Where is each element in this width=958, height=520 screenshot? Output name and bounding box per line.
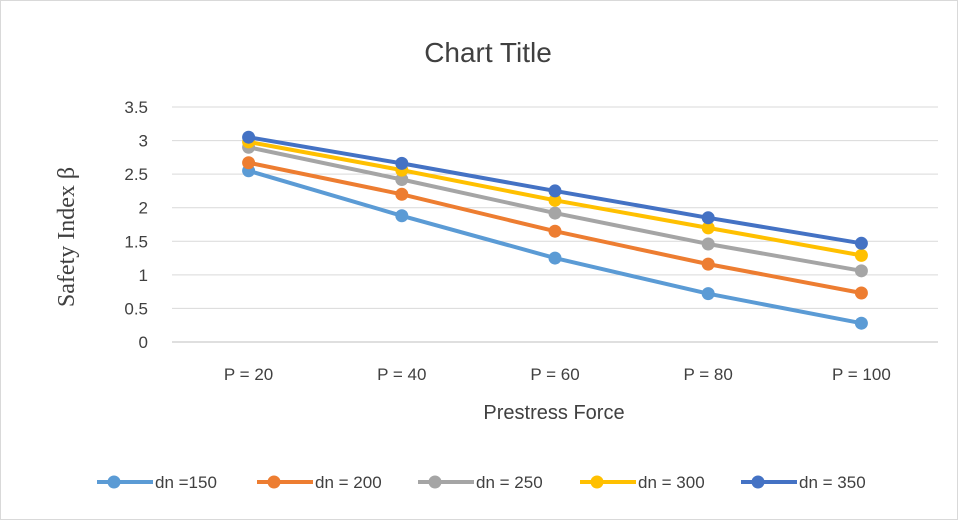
data-point — [548, 224, 562, 238]
legend-item: dn = 250 — [418, 473, 543, 492]
y-tick-label: 1.5 — [124, 232, 148, 251]
y-tick-label: 3 — [139, 132, 148, 151]
x-tick-label: P = 80 — [684, 365, 733, 384]
legend: dn =150 dn = 200 dn = 250 dn = 300 dn = 350 — [97, 473, 866, 492]
data-point — [395, 187, 409, 201]
data-point — [701, 237, 715, 251]
x-axis-label: Prestress Force — [483, 402, 624, 424]
legend-marker — [751, 475, 765, 489]
legend-marker — [590, 475, 604, 489]
series-group — [242, 135, 868, 262]
legend-marker — [428, 475, 442, 489]
y-axis-label: Safety Index β — [54, 167, 80, 307]
data-point — [548, 251, 562, 265]
legend-item: dn =150 — [97, 473, 217, 492]
chart-title: Chart Title — [424, 37, 552, 68]
data-point — [854, 286, 868, 300]
legend-item: dn = 200 — [257, 473, 382, 492]
data-point — [701, 221, 715, 235]
y-tick-label: 3.5 — [124, 98, 148, 117]
y-axis-ticks: 0 0.5 1 1.5 2 2.5 3 3.5 — [124, 98, 148, 352]
x-tick-label: P = 20 — [224, 365, 273, 384]
data-point — [395, 209, 409, 223]
x-axis-ticks: P = 20 P = 40 P = 60 P = 80 P = 100 — [224, 365, 891, 384]
y-tick-label: 2 — [139, 199, 148, 218]
series-group — [242, 130, 868, 250]
data-point — [701, 257, 715, 271]
data-point — [701, 211, 715, 225]
series-layer — [242, 130, 868, 330]
data-point — [854, 316, 868, 330]
legend-item: dn = 300 — [580, 473, 705, 492]
legend-marker — [107, 475, 121, 489]
data-point — [854, 264, 868, 278]
series-group — [242, 156, 868, 300]
y-tick-label: 2.5 — [124, 165, 148, 184]
legend-label: dn = 250 — [476, 473, 543, 492]
data-point — [395, 156, 409, 170]
legend-label: dn = 300 — [638, 473, 705, 492]
legend-label: dn = 200 — [315, 473, 382, 492]
data-point — [854, 236, 868, 250]
data-point — [242, 156, 256, 170]
x-tick-label: P = 40 — [377, 365, 426, 384]
data-point — [242, 130, 256, 144]
data-point — [548, 193, 562, 207]
legend-marker — [267, 475, 281, 489]
legend-item: dn = 350 — [741, 473, 866, 492]
data-point — [854, 248, 868, 262]
x-tick-label: P = 100 — [832, 365, 891, 384]
data-point — [701, 287, 715, 301]
data-point — [548, 184, 562, 198]
y-tick-label: 0 — [139, 333, 148, 352]
y-tick-label: 0.5 — [124, 299, 148, 318]
data-point — [395, 173, 409, 187]
y-tick-label: 1 — [139, 266, 148, 285]
legend-label: dn = 350 — [799, 473, 866, 492]
x-tick-label: P = 60 — [530, 365, 579, 384]
data-point — [548, 206, 562, 220]
legend-label: dn =150 — [155, 473, 217, 492]
